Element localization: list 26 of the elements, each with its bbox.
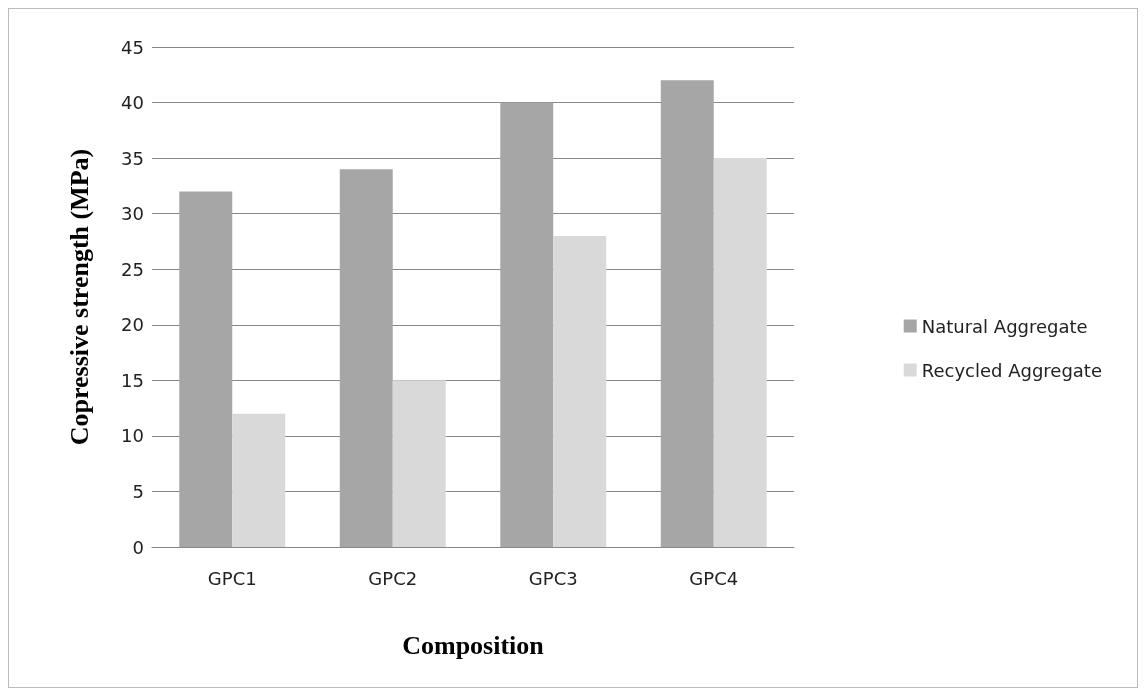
legend-label: Recycled Aggregate [921, 359, 1103, 381]
bar [713, 158, 767, 547]
y-tick-label: 40 [121, 92, 144, 114]
bar [179, 191, 233, 547]
x-tick-label: GPC3 [528, 567, 578, 589]
bar [232, 413, 286, 547]
y-tick-label: 25 [121, 258, 144, 280]
y-tick-label: 10 [121, 425, 144, 447]
bar [660, 80, 714, 547]
x-tick-label: GPC1 [207, 567, 257, 589]
x-tick-label: GPC2 [368, 567, 418, 589]
bar [500, 102, 554, 547]
y-axis-title: Copressive strength (MPa) [64, 148, 94, 446]
x-axis-title: Composition [402, 630, 545, 660]
y-tick-label: 15 [121, 369, 144, 391]
bar [339, 169, 393, 547]
y-tick-label: 0 [132, 536, 144, 558]
bar [392, 380, 446, 547]
x-tick-label: GPC4 [689, 567, 739, 589]
y-tick-label: 35 [121, 147, 144, 169]
y-tick-label: 30 [121, 203, 144, 225]
y-tick-label: 45 [121, 36, 144, 58]
y-tick-label: 5 [132, 480, 144, 502]
legend-label: Natural Aggregate [921, 315, 1088, 337]
y-tick-label: 20 [121, 314, 144, 336]
bar [553, 235, 607, 547]
